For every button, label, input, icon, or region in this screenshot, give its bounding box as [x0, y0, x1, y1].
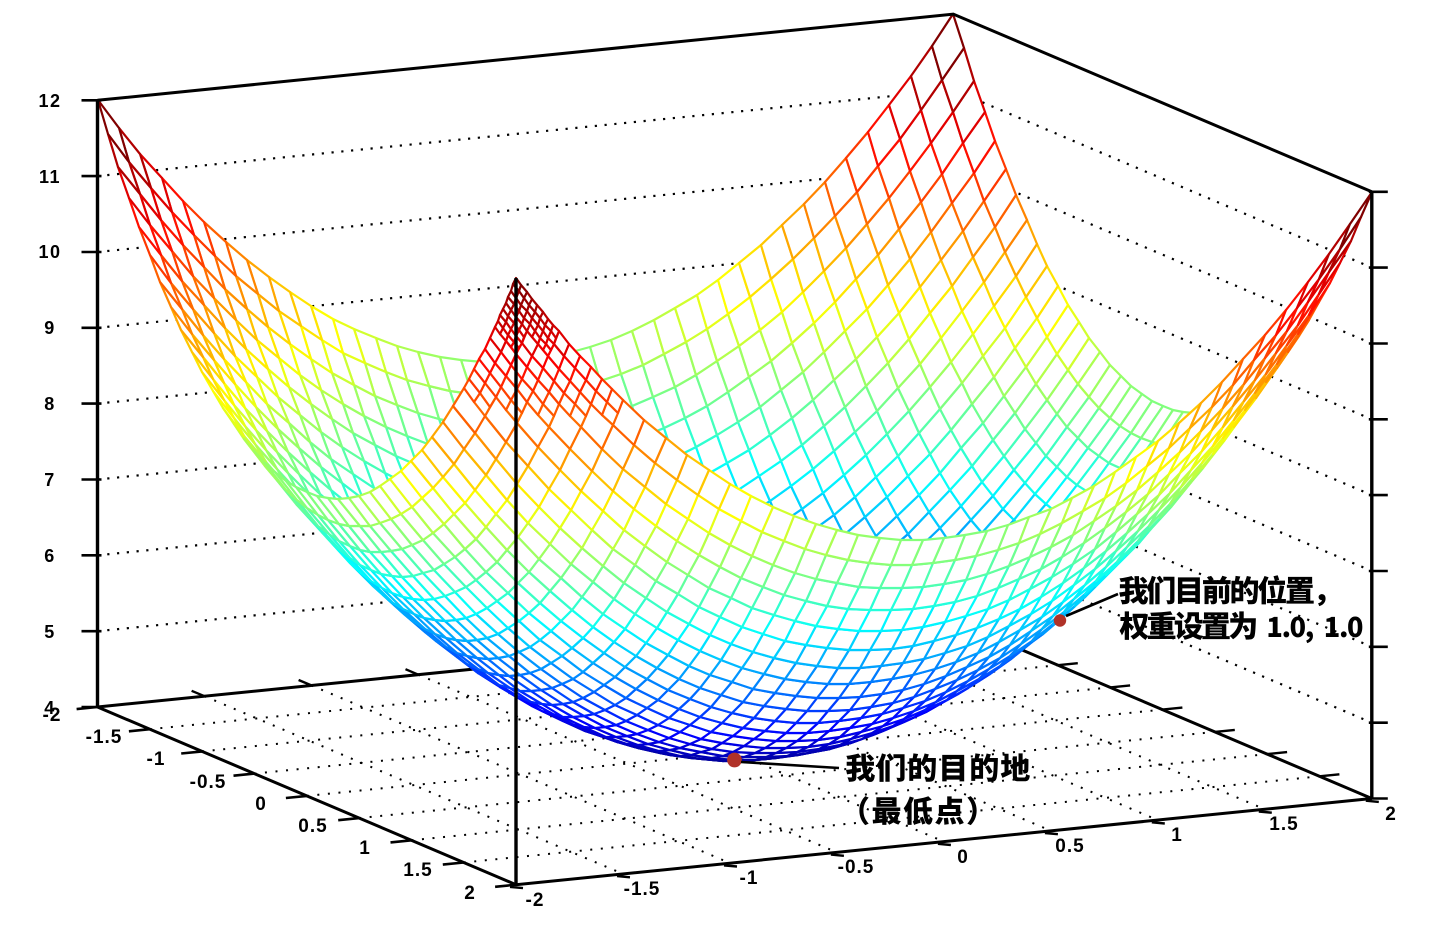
svg-text:0: 0: [957, 847, 969, 868]
svg-text:2: 2: [1385, 804, 1397, 825]
svg-text:-1.5: -1.5: [86, 727, 123, 748]
svg-text:10: 10: [38, 242, 61, 262]
svg-text:0.5: 0.5: [1055, 836, 1084, 857]
svg-text:-1: -1: [740, 868, 759, 889]
svg-text:0.5: 0.5: [298, 816, 327, 837]
svg-text:4: 4: [44, 698, 56, 718]
svg-text:6: 6: [44, 546, 56, 566]
svg-text:1.5: 1.5: [1269, 814, 1298, 835]
svg-text:11: 11: [39, 167, 61, 187]
svg-text:-2: -2: [43, 705, 62, 726]
svg-text:9: 9: [44, 318, 56, 338]
svg-text:0: 0: [255, 794, 267, 815]
svg-text:1.5: 1.5: [403, 860, 432, 881]
svg-text:-1.5: -1.5: [624, 879, 661, 900]
svg-text:1: 1: [359, 838, 371, 859]
svg-text:7: 7: [44, 470, 56, 490]
svg-text:-2: -2: [526, 890, 545, 911]
svg-text:-0.5: -0.5: [190, 772, 227, 793]
svg-text:-1: -1: [147, 749, 166, 770]
svg-text:1: 1: [1171, 825, 1183, 846]
svg-text:-0.5: -0.5: [838, 857, 875, 878]
svg-text:8: 8: [44, 394, 56, 414]
svg-text:12: 12: [38, 91, 61, 111]
svg-text:2: 2: [464, 883, 476, 904]
svg-text:5: 5: [44, 622, 56, 642]
